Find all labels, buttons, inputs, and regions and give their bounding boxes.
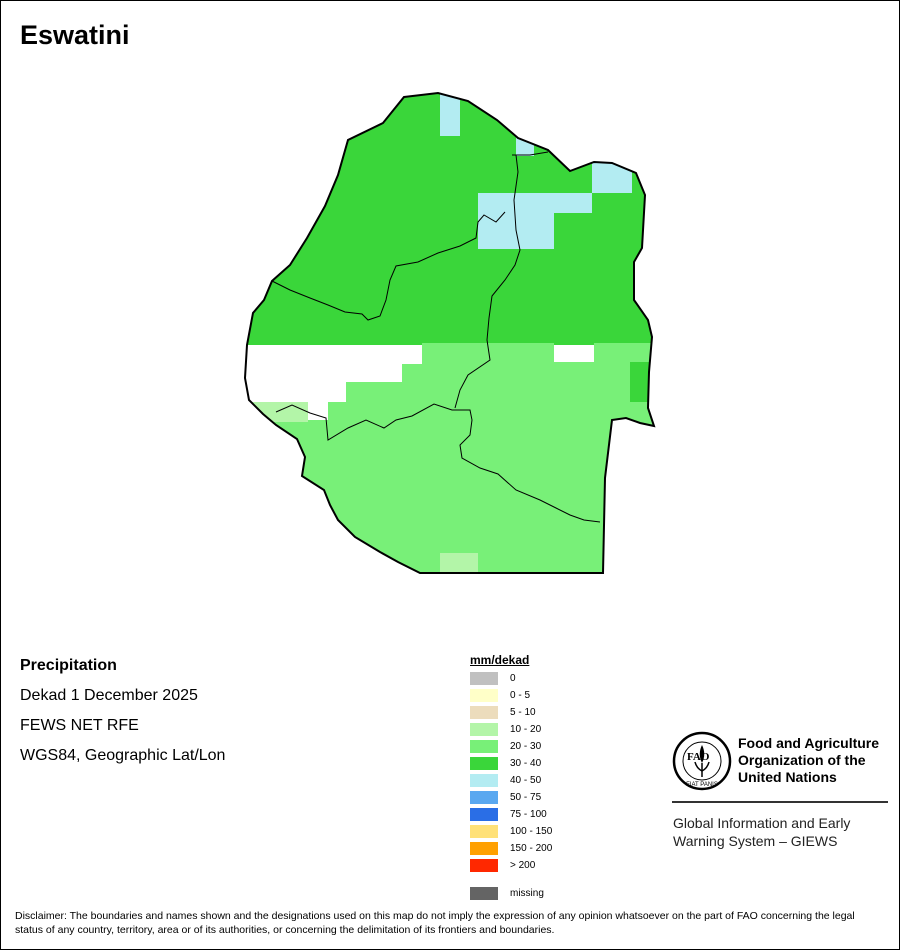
legend-label: missing [510, 888, 544, 899]
boundary-north-stub [512, 151, 549, 156]
source-label: FEWS NET RFE [20, 717, 139, 734]
legend-label: 30 - 40 [510, 758, 542, 769]
legend-swatch [470, 740, 498, 753]
legend-label: > 200 [510, 860, 536, 871]
fao-divider [672, 801, 888, 803]
zone-40-50-east [592, 155, 632, 193]
legend-swatch [470, 689, 498, 702]
legend-swatch [470, 723, 498, 736]
precipitation-map [243, 91, 656, 574]
legend-swatch [470, 825, 498, 838]
projection-label: WGS84, Geographic Lat/Lon [20, 747, 226, 764]
district-boundaries [271, 151, 601, 523]
legend-label: 100 - 150 [510, 826, 553, 837]
legend-swatch [470, 757, 498, 770]
zone-40-50-ne [554, 193, 592, 213]
fao-logo-icon: FAO FIAT PANIS [672, 731, 732, 791]
boundary-manzini-shiselweni [275, 403, 601, 523]
boundary-hhohho-manzini [271, 211, 506, 321]
legend-label: 50 - 75 [510, 792, 542, 803]
fao-logo-letter-f: FAO [687, 751, 710, 763]
giews-line-1: Global Information and Early [673, 815, 851, 831]
legend-label: 75 - 100 [510, 809, 547, 820]
zone-30-40-east [630, 362, 650, 402]
legend-title: mm/dekad [470, 653, 530, 667]
disclaimer-text: Disclaimer: The boundaries and names sho… [15, 910, 855, 936]
fao-logo-motto: FIAT PANIS [686, 782, 718, 788]
zone-10-20-south [440, 553, 478, 573]
legend-label: 40 - 50 [510, 775, 542, 786]
legend-swatch [470, 672, 498, 685]
zone-40-50-center [478, 193, 554, 249]
legend-label: 0 [510, 673, 516, 684]
legend-swatch [470, 887, 498, 900]
zone-40-50-north [440, 93, 460, 136]
legend-label: 0 - 5 [510, 690, 531, 701]
boundary-hhohho-east [454, 154, 521, 409]
legend-label: 10 - 20 [510, 724, 542, 735]
variable-label: Precipitation [20, 657, 117, 674]
legend-label: 150 - 200 [510, 843, 553, 854]
fao-org-line-2: Organization of the [738, 752, 866, 768]
fao-organization-name: Food and Agriculture Organization of the… [738, 735, 898, 786]
legend-swatch [470, 842, 498, 855]
giews-name: Global Information and Early Warning Sys… [673, 814, 893, 850]
legend-swatch [470, 774, 498, 787]
legend-swatch [470, 791, 498, 804]
legend-swatch [470, 706, 498, 719]
period-label: Dekad 1 December 2025 [20, 687, 198, 704]
giews-line-2: Warning System – GIEWS [673, 833, 838, 849]
fao-org-line-3: United Nations [738, 769, 837, 785]
fao-org-line-1: Food and Agriculture [738, 735, 880, 751]
map-title: Eswatini [20, 20, 130, 50]
legend-swatch [470, 808, 498, 821]
country-outline [243, 91, 656, 574]
legend-label: 5 - 10 [510, 707, 536, 718]
legend-swatch [470, 859, 498, 872]
legend-label: 20 - 30 [510, 741, 542, 752]
